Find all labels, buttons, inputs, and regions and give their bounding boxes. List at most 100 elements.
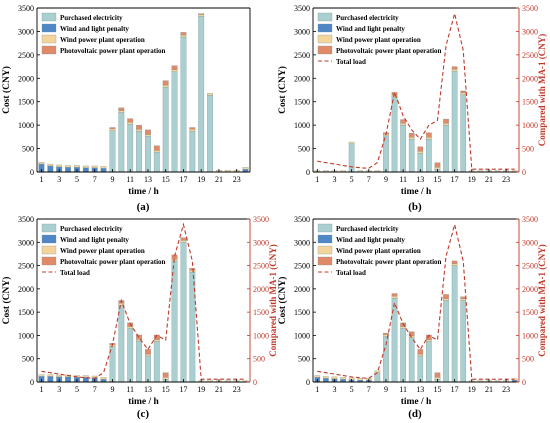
bar-purchased-11: [400, 124, 406, 173]
bar-purchased-14: [153, 152, 160, 173]
bar-wind_op-14: [153, 339, 160, 342]
x-tick-label: 7: [93, 385, 97, 394]
y-tick-label: 500: [298, 145, 310, 154]
bar-purchased-17: [451, 265, 458, 383]
bar-wind_op-5: [74, 165, 80, 168]
y-axis-label: Cost (CNY): [1, 277, 12, 325]
x-tick-label: 13: [144, 385, 152, 394]
bar-wind_op-17: [451, 263, 458, 266]
bar-pv_op-9: [109, 127, 116, 130]
bar-pv_op-11: [127, 118, 134, 123]
legend-swatch-purchased: [317, 12, 333, 22]
y-tick-label: 3500: [18, 215, 34, 224]
legend-label-purchased: Purchased electricity: [60, 14, 123, 22]
legend-swatch-wind_penalty: [41, 234, 57, 244]
x-tick-label: 23: [233, 385, 241, 394]
y-tick-label: 500: [22, 145, 34, 154]
y2-tick-label: 0: [522, 168, 526, 177]
y2-axis-label: Compared with MA-1 (CNY): [537, 34, 547, 147]
bar-purchased-18: [460, 94, 467, 173]
legend-label-wind_op: Wind power plant operation: [60, 36, 145, 44]
y2-tick-label: 500: [253, 355, 265, 364]
bar-wind_op-15: [162, 377, 169, 380]
x-tick-label: 15: [433, 385, 441, 394]
x-tick-label: 17: [451, 385, 459, 394]
panel-caption: (a): [137, 201, 150, 213]
y-tick-label: 2000: [18, 74, 34, 83]
y-tick-label: 500: [298, 355, 310, 364]
x-tick-label: 23: [233, 175, 241, 184]
bar-pv_op-16: [171, 65, 178, 70]
bar-pv_op-17: [180, 237, 187, 241]
bar-wind_op-13: [145, 353, 151, 357]
x-tick-label: 15: [433, 175, 441, 184]
y-tick-label: 1500: [294, 308, 310, 317]
x-tick-label: 3: [57, 385, 61, 394]
x-tick-label: 3: [332, 175, 336, 184]
bar-purchased-11: [127, 124, 134, 173]
bar-wind_op-18: [189, 129, 196, 132]
y-tick-label: 0: [306, 168, 310, 177]
y-tick-label: 2000: [294, 285, 310, 294]
bar-wind_op-2: [47, 374, 54, 377]
legend-swatch-purchased: [41, 12, 57, 22]
bar-wind_op-17: [180, 240, 187, 243]
x-tick-label: 21: [485, 175, 493, 184]
bar-purchased-17: [451, 71, 458, 173]
legend-label-wind_op: Wind power plant operation: [336, 247, 421, 255]
y2-tick-label: 2500: [253, 262, 269, 271]
y2-axis-label: Compared with MA-1 (CNY): [268, 244, 278, 357]
bar-purchased-16: [443, 124, 449, 173]
x-tick-label: 19: [197, 385, 205, 394]
bar-pv_op-18: [189, 268, 196, 271]
bar-wind_penalty-2: [47, 376, 54, 383]
bar-wind_op-10: [391, 296, 398, 299]
x-tick-label: 7: [367, 385, 371, 394]
y2-tick-label: 1000: [522, 121, 538, 130]
x-tick-label: 5: [75, 175, 79, 184]
bar-wind_op-13: [417, 151, 424, 154]
legend-swatch-wind_op: [317, 34, 333, 44]
bar-purchased-17: [180, 242, 187, 383]
chart-panel-b: 0 500 1000 1500 2000 2500 3000 3500 0 500 1000 1500…: [277, 4, 547, 213]
x-tick-label: 1: [315, 385, 319, 394]
bar-group: [314, 66, 518, 173]
bar-wind_op-14: [153, 150, 160, 153]
bar-pv_op-14: [153, 145, 160, 151]
panel-caption: (d): [408, 408, 422, 420]
y2-tick-label: 2500: [522, 262, 538, 271]
y-axis-label: Cost (CNY): [1, 66, 12, 114]
y2-tick-label: 3000: [522, 238, 538, 247]
x-tick-label: 3: [57, 175, 61, 184]
bar-group: [314, 260, 518, 383]
x-axis-label: time / h: [401, 397, 432, 407]
x-tick-label: 11: [126, 385, 134, 394]
y2-tick-label: 1500: [253, 308, 269, 317]
y-tick-label: 2500: [18, 262, 34, 271]
bar-wind_op-8: [374, 370, 381, 373]
bar-pv_op-15: [434, 162, 441, 168]
bar-purchased-14: [426, 139, 432, 173]
bar-wind_op-2: [47, 163, 54, 167]
bar-purchased-12: [136, 340, 142, 383]
legend-label-purchased: Purchased electricity: [336, 225, 399, 233]
bar-pv_op-12: [408, 132, 415, 138]
x-tick-label: 13: [144, 175, 152, 184]
x-tick-label: 21: [485, 385, 493, 394]
bar-wind_op-11: [400, 326, 406, 329]
bar-wind_op-15: [162, 85, 169, 88]
legend-label-wind_op: Wind power plant operation: [336, 36, 421, 44]
bar-wind_op-13: [145, 134, 151, 137]
legend-swatch-wind_penalty: [41, 23, 57, 33]
bar-wind_op-5: [348, 141, 355, 145]
bar-wind_op-9: [109, 128, 116, 131]
y-tick-label: 2500: [294, 51, 310, 60]
y-tick-label: 0: [30, 378, 34, 387]
bar-pv_op-14: [426, 132, 432, 138]
bar-wind_op-14: [426, 137, 432, 140]
bar-purchased-19: [198, 16, 205, 173]
x-tick-label: 11: [399, 175, 407, 184]
x-tick-label: 19: [468, 175, 476, 184]
y2-tick-label: 3000: [522, 27, 538, 36]
